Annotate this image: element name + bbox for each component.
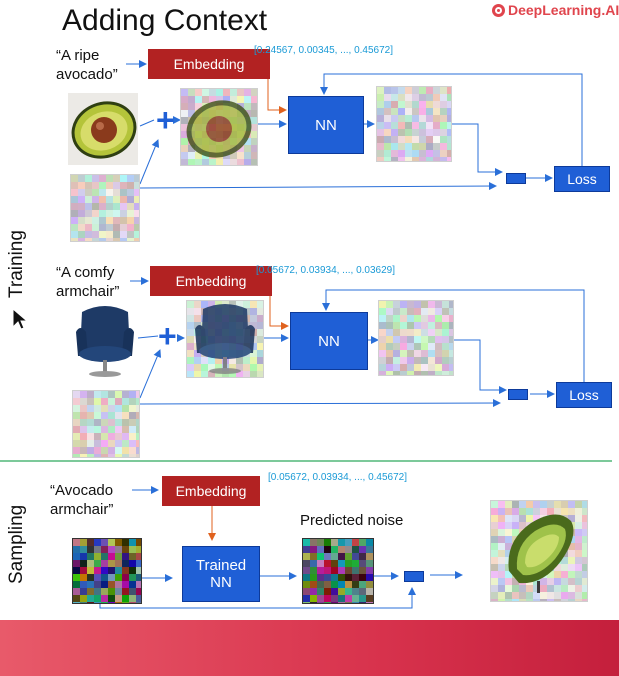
section-divider [0,460,612,462]
minus-icon-2 [508,389,528,400]
page-title: Adding Context [62,4,268,37]
minus-icon-3 [404,571,424,582]
arrow-noise2-to-plus [139,349,161,399]
brand-logo-icon [492,3,505,17]
predicted-noise-label: Predicted noise [300,512,404,529]
plus-icon-2: + [158,318,177,354]
cursor-icon [12,308,28,330]
arrow-loss2-to-nn [322,289,585,382]
embedding-vector-2: [0.05672, 0.03934, ..., 0.03629] [256,265,396,276]
loss-box-2: Loss [556,382,612,408]
sampling-noise-input [72,538,143,609]
trained-nn-box: Trained NN [182,546,260,602]
arrow-image2-to-plus [137,335,159,339]
noisy-avocado-image [180,88,258,166]
brand-logo: DeepLearning.AI [492,2,619,18]
minus-icon [506,173,526,184]
embedding-box-1: Embedding [148,49,270,79]
arrow-noise2-to-minus [139,399,501,408]
noise-input-1 [70,174,141,245]
predicted-noise-1 [376,86,454,164]
avocado-image [68,93,138,165]
predicted-noise-2 [378,300,456,378]
arrow-noise3-to-minus [99,587,416,609]
prompt-comfy-armchair: “A comfy armchair” [56,264,120,300]
arrow-loss1-to-nn [320,73,583,166]
brand-name: DeepLearning.AI [508,2,619,18]
arrow-pred1-to-minus [450,123,503,176]
prompt-ripe-avocado: “A ripe avocado” [56,47,118,83]
embedding-vector-1: [0.24567, 0.00345, ..., 0.45672] [254,45,394,56]
arrow-image1-to-plus [139,119,155,127]
nn-box-1: NN [288,96,364,154]
arrow-pred2-to-minus [452,339,507,394]
embedding-box-2: Embedding [150,266,272,296]
prompt-avocado-armchair: “Avocado armchair” [50,482,114,518]
sampling-predicted-noise [302,538,374,609]
armchair-image [72,302,138,380]
embedding-vector-3: [0.05672, 0.03934, ..., 0.45672] [268,472,408,483]
noisy-armchair-image [186,300,264,378]
arrow-noise1-to-plus [139,139,160,185]
plus-icon: + [156,102,175,138]
noise-input-2 [72,390,143,461]
embedding-box-3: Embedding [162,476,260,506]
arrow-noise1-to-minus [139,182,497,191]
generated-avocado-armchair [490,500,589,606]
loss-box-1: Loss [554,166,610,192]
footer-banner [0,620,619,676]
nn-box-2: NN [290,312,368,370]
